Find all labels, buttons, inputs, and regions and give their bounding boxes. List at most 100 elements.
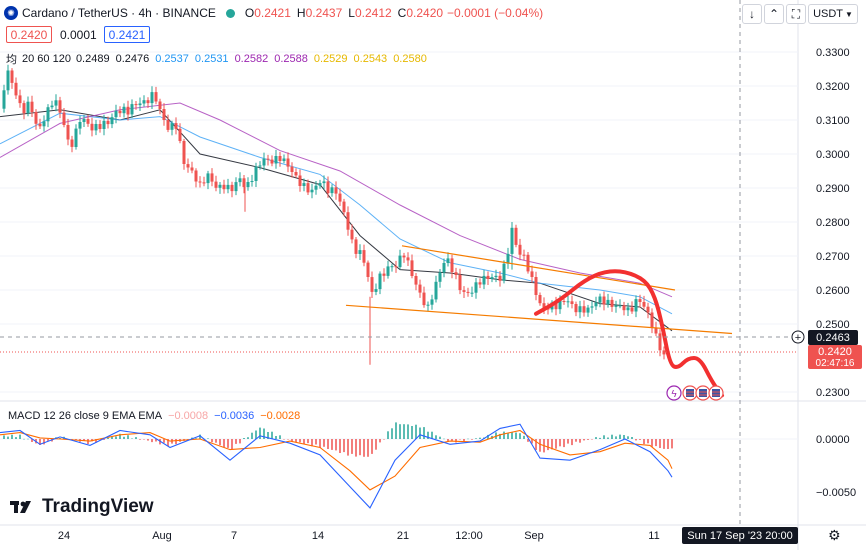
candle-body [234, 182, 238, 192]
macd-histogram-bar [591, 439, 593, 440]
ohlc-value: 0.2421 [254, 6, 291, 20]
candle-body [626, 307, 630, 311]
trendlines[interactable] [345, 245, 733, 335]
candle-body [258, 165, 262, 167]
price-tick-label: 0.2800 [816, 217, 850, 229]
sell-price-button[interactable]: 0.2420 [6, 26, 52, 43]
macd-histogram-bar [103, 439, 105, 440]
candle-body [610, 299, 614, 307]
candle-body [390, 266, 394, 268]
collapse-button[interactable]: ⌃ [764, 4, 784, 24]
candle-body [142, 100, 146, 104]
chevron-down-icon: ▼ [845, 9, 853, 19]
macd-histogram-bar [627, 436, 629, 439]
macd-histogram-bar [619, 434, 621, 439]
time-tick-label: 11 [648, 530, 659, 542]
macd-histogram-bar [307, 439, 309, 444]
last-price-text: 0.2420 [818, 346, 852, 358]
candle-body [446, 258, 450, 263]
tradingview-logo[interactable]: TradingView [10, 496, 154, 518]
macd-histogram-bar [647, 439, 649, 444]
macd-histogram-bar [343, 439, 345, 453]
candle-body [94, 124, 98, 131]
macd-histogram-bar [131, 438, 133, 439]
ma-line-ma20 [0, 109, 673, 332]
candle-body [198, 181, 202, 183]
ma-label[interactable]: 均 [6, 54, 17, 66]
maximize-button[interactable]: ⛶ [786, 4, 806, 24]
macd-label[interactable]: MACD 12 26 close 9 EMA EMA [8, 410, 163, 422]
price-axis[interactable]: 0.3300 0.3200 0.3100 0.3000 0.2900 0.2800 0.27… [816, 47, 856, 499]
candle-body [74, 128, 78, 147]
macd-histogram-bar [499, 433, 501, 439]
macd-histogram-bar [287, 439, 289, 440]
arrow-down-icon: ↓ [749, 7, 755, 21]
macd-histogram-bar [587, 439, 589, 440]
macd-histogram-bar [71, 439, 73, 440]
candle-body [374, 289, 378, 292]
macd-histogram-bar [347, 439, 349, 456]
macd-histogram-bar [311, 439, 313, 447]
macd-histogram-bar [367, 439, 369, 457]
candle-body [134, 104, 138, 106]
macd-histogram-bar [439, 436, 441, 439]
macd-histogram-bar [475, 438, 477, 439]
price-tick-label: 0.3100 [816, 115, 850, 127]
macd-histogram-bar [563, 439, 565, 448]
settings-gear-icon[interactable]: ⚙ [828, 527, 841, 543]
buy-price-button[interactable]: 0.2421 [104, 26, 150, 43]
candle-body [254, 166, 258, 181]
candle-body [290, 166, 294, 172]
macd-histogram-bar [339, 439, 341, 453]
candle-body [454, 272, 458, 275]
candle-body [386, 266, 390, 276]
candle-body [62, 112, 66, 125]
candle-body [590, 306, 594, 308]
candle-body [554, 302, 558, 310]
candle-body [30, 101, 34, 112]
maximize-icon: ⛶ [791, 6, 801, 21]
candle-body [262, 158, 266, 166]
lightning-glyph: ϟ [671, 389, 677, 400]
macd-histogram-bar [191, 437, 193, 439]
candle-body [106, 120, 110, 125]
macd-histogram-bar [655, 439, 657, 447]
macd-histogram-bar [279, 435, 281, 439]
candle-body [226, 184, 230, 190]
candle-body [190, 167, 194, 171]
macd-histogram-bar [415, 424, 417, 439]
candle-body [238, 178, 242, 183]
macd-histogram-bar [375, 439, 377, 450]
candle-body [162, 109, 166, 120]
macd-histogram-bar [395, 422, 397, 439]
symbol-title[interactable]: Cardano / TetherUS · 4h · BINANCE [22, 6, 216, 20]
macd-histogram-bar [259, 427, 261, 439]
currency-select[interactable]: USDT ▼ [808, 4, 858, 24]
candle-body [98, 124, 102, 129]
candle-body [366, 262, 370, 277]
candle-body [310, 189, 314, 193]
candle-body [34, 112, 38, 124]
candle-body [458, 274, 462, 291]
time-axis[interactable]: 24 Aug 7 14 21 12:00 Sep 11 [58, 530, 660, 542]
candle-body [442, 263, 446, 273]
macd-histogram-bar [295, 439, 297, 443]
macd-histogram-bar [643, 439, 645, 445]
candles[interactable] [2, 64, 670, 365]
macd-histogram-bar [571, 439, 573, 446]
macd-histogram-bar [603, 435, 605, 439]
candle-body [402, 255, 406, 258]
macd-histogram-bar [467, 438, 469, 440]
candle-body [318, 183, 322, 186]
tradingview-logo-icon [10, 501, 31, 513]
ma-value: 0.2588 [274, 53, 308, 65]
candle-body [182, 141, 186, 164]
candle-body [494, 275, 498, 278]
spread-value: 0.0001 [60, 28, 97, 42]
event-icons[interactable]: ϟ [666, 385, 724, 401]
annotation-drawing[interactable] [534, 269, 724, 398]
macd-histogram-bar [15, 437, 17, 439]
macd-histogram-bar [323, 439, 325, 447]
scroll-down-button[interactable]: ↓ [742, 4, 762, 24]
